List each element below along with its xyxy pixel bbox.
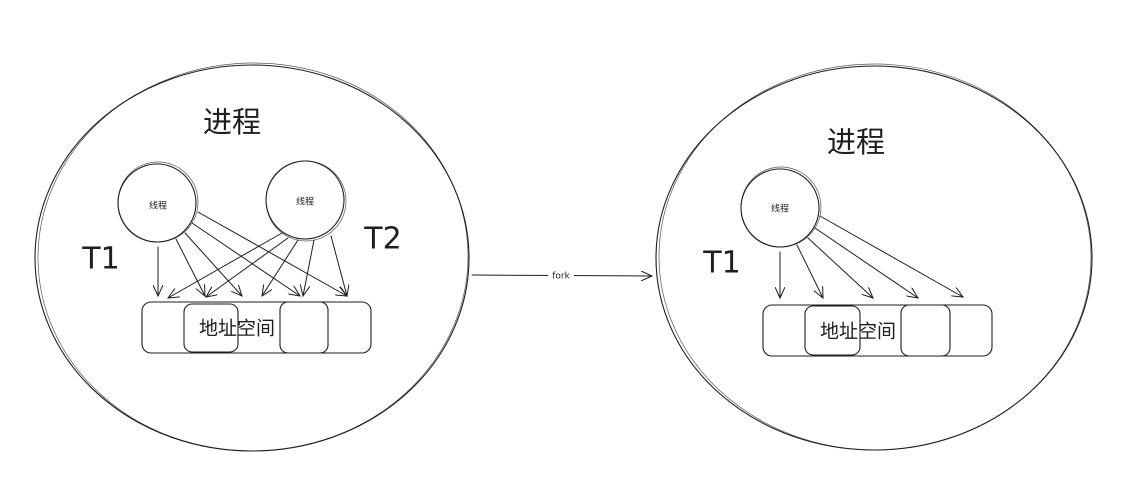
parent-process: 进程 线程 T1 线程 T2 地址空间 [34,62,470,452]
process-title: 进程 [827,125,885,159]
thread-arrow [819,215,963,297]
thread-node-t2: 线程 [265,160,347,242]
thread-arrow [814,227,918,298]
thread-arrow [807,237,873,298]
thread-arrow [206,237,289,297]
fork-edge: fork [471,269,652,282]
memory-block [900,304,951,357]
address-space-box [762,304,993,357]
fork-label-background [548,269,574,282]
t1-access-arrows [780,215,963,298]
thread-node-t1: 线程 [117,161,199,243]
memory-block [804,305,861,356]
thread-arrow [191,222,300,296]
thread-arrow [303,239,315,296]
memory-block [279,301,329,354]
process-ellipse-sketch-stroke [37,62,469,452]
process-title: 进程 [203,105,261,139]
thread-arrow [168,232,283,298]
thread-tag-t2: T2 [363,222,401,257]
thread-arrow [175,238,205,296]
address-space: 地址空间 [762,304,993,357]
address-space-label: 地址空间 [199,318,275,340]
address-space-box [141,301,372,354]
thread-circle-sketch-stroke [740,166,822,248]
address-space-label: 地址空间 [820,321,896,343]
address-space: 地址空间 [141,301,372,354]
thread-arrow [262,239,299,296]
t1-access-arrows [158,211,347,296]
memory-block [183,303,239,353]
thread-label: 线程 [296,196,314,208]
thread-circle-sketch-stroke [117,161,199,243]
thread-arrow [796,244,823,298]
fork-label: fork [552,272,570,282]
child-process: 进程 线程 T1 地址空间 [655,63,1093,451]
thread-tag-t1: T1 [81,242,119,277]
thread-arrow [184,232,242,296]
thread-arrow [197,211,347,296]
thread-circle-sketch-stroke [265,160,347,242]
process-ellipse-sketch-stroke [658,63,1092,451]
thread-label: 线程 [149,200,167,212]
thread-arrow [330,235,347,296]
thread-node-t1: 线程 [740,166,822,248]
thread-label: 线程 [771,203,789,215]
t2-access-arrows [168,232,347,298]
thread-tag-t1: T1 [702,246,740,281]
